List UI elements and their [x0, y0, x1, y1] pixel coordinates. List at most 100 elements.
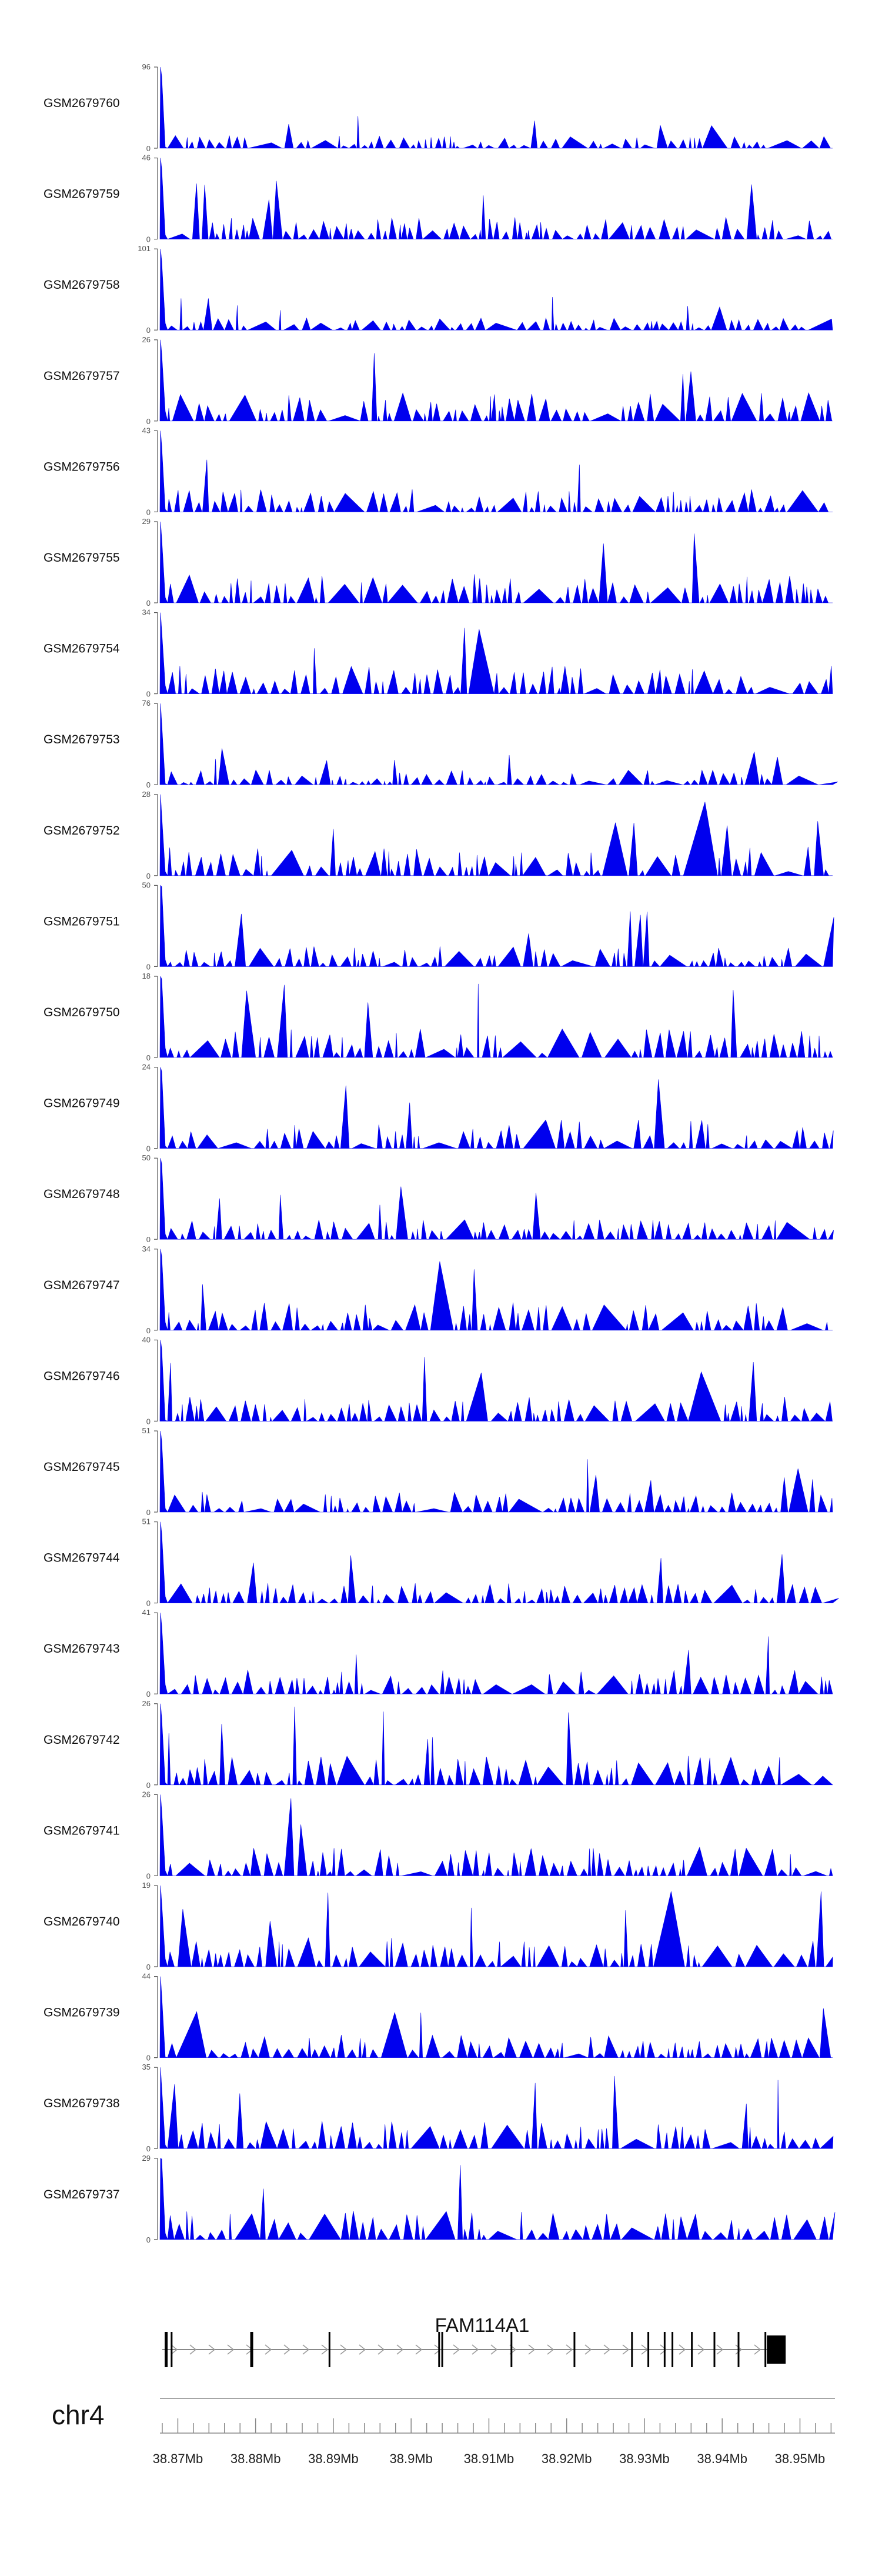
track-GSM2679737: GSM2679737 29 0 [44, 2154, 836, 2244]
track-GSM2679753: GSM2679753 76 0 [44, 699, 838, 789]
coverage-area [159, 1976, 833, 2058]
strand-arrow [189, 2344, 197, 2355]
track-ymin-label: 0 [146, 1963, 151, 1971]
gene-name-label: FAM114A1 [435, 2314, 530, 2336]
strand-arrow [490, 2344, 498, 2355]
track-ymin-label: 0 [146, 1326, 151, 1335]
track-ymax-label: 29 [142, 517, 151, 526]
track-label: GSM2679738 [44, 2097, 120, 2110]
coverage-area [159, 885, 834, 967]
track-ymin-label: 0 [146, 962, 151, 971]
exon [671, 2332, 674, 2367]
track-ymin-label: 0 [146, 144, 151, 153]
track-GSM2679754: GSM2679754 34 0 [44, 608, 833, 699]
track-label: GSM2679750 [44, 1006, 120, 1019]
track-ymax-label: 40 [142, 1335, 151, 1344]
axis-tick-label: 38.9Mb [389, 2451, 432, 2466]
strand-arrow [340, 2344, 348, 2355]
track-ymin-label: 0 [146, 1508, 151, 1517]
track-ymax-label: 26 [142, 335, 151, 344]
track-ymin-label: 0 [146, 599, 151, 608]
track-label: GSM2679760 [44, 96, 120, 110]
track-ymax-label: 24 [142, 1063, 151, 1072]
axis-tick-label: 38.89Mb [308, 2451, 359, 2466]
exon [737, 2332, 740, 2367]
coverage-area [159, 521, 833, 604]
track-label: GSM2679747 [44, 1279, 120, 1292]
track-label: GSM2679737 [44, 2188, 120, 2201]
track-label: GSM2679743 [44, 1642, 120, 1656]
track-GSM2679743: GSM2679743 41 0 [44, 1608, 833, 1699]
track-GSM2679744: GSM2679744 51 0 [44, 1517, 839, 1608]
track-ymax-label: 50 [142, 880, 151, 889]
track-ymin-label: 0 [146, 1235, 151, 1244]
track-label: GSM2679757 [44, 369, 120, 383]
track-ymin-label: 0 [146, 872, 151, 880]
track-GSM2679760: GSM2679760 96 0 [44, 62, 833, 153]
track-ymax-label: 41 [142, 1608, 151, 1617]
track-label: GSM2679742 [44, 1733, 120, 1747]
strand-arrow [603, 2344, 611, 2355]
exon [250, 2332, 253, 2367]
strand-arrow [415, 2344, 423, 2355]
track-ymax-label: 29 [142, 2154, 151, 2163]
strand-arrow [171, 2344, 178, 2355]
track-GSM2679757: GSM2679757 26 0 [44, 335, 833, 426]
strand-arrow [472, 2344, 479, 2355]
track-GSM2679749: GSM2679749 24 0 [44, 1063, 834, 1153]
strand-arrow [227, 2344, 235, 2355]
exon [573, 2332, 576, 2367]
axis-tick-label: 38.87Mb [153, 2451, 203, 2466]
axis-tick-label: 38.91Mb [464, 2451, 514, 2466]
strand-arrow [716, 2344, 724, 2355]
strand-arrow [754, 2344, 761, 2355]
track-label: GSM2679754 [44, 642, 120, 656]
coverage-area [159, 1340, 833, 1422]
gene-model: FAM114A1 [162, 2314, 786, 2367]
track-ymin-label: 0 [146, 2054, 151, 2063]
chromosome-label: chr4 [52, 2400, 104, 2430]
exon [713, 2332, 716, 2367]
strand-arrow [359, 2344, 366, 2355]
coverage-area [159, 794, 833, 876]
coverage-area [159, 431, 833, 513]
track-ymin-label: 0 [146, 1690, 151, 1699]
exon [647, 2332, 650, 2367]
coverage-area [159, 1521, 839, 1604]
track-GSM2679739: GSM2679739 44 0 [44, 1972, 833, 2063]
track-ymin-label: 0 [146, 2144, 151, 2153]
track-ymax-label: 46 [142, 154, 151, 162]
track-GSM2679745: GSM2679745 51 0 [44, 1426, 833, 1517]
track-ymax-label: 34 [142, 608, 151, 617]
coverage-area [159, 1067, 834, 1149]
track-label: GSM2679751 [44, 915, 120, 928]
track-ymax-label: 35 [142, 2063, 151, 2071]
strand-arrow [679, 2344, 686, 2355]
strand-arrow [377, 2344, 385, 2355]
track-ymax-label: 44 [142, 1972, 151, 1981]
genome-axis: chr4 38.87Mb 38.88Mb 38.89Mb 38.9Mb 38.91Mb 3… [52, 2398, 835, 2466]
strand-arrow [660, 2344, 667, 2355]
track-ymax-label: 34 [142, 1244, 151, 1253]
track-GSM2679752: GSM2679752 28 0 [44, 790, 833, 880]
track-GSM2679741: GSM2679741 26 0 [44, 1790, 833, 1880]
track-GSM2679750: GSM2679750 18 0 [44, 972, 833, 1062]
track-label: GSM2679739 [44, 2006, 120, 2020]
track-GSM2679758: GSM2679758 101 0 [44, 244, 833, 335]
track-GSM2679747: GSM2679747 34 0 [44, 1244, 833, 1335]
strand-arrow [641, 2344, 649, 2355]
strand-arrow [735, 2344, 743, 2355]
exon [764, 2332, 767, 2367]
track-ymin-label: 0 [146, 1144, 151, 1153]
track-label: GSM2679758 [44, 278, 120, 292]
axis-tick-label: 38.93Mb [619, 2451, 670, 2466]
track-GSM2679746: GSM2679746 40 0 [44, 1335, 833, 1426]
track-ymin-label: 0 [146, 508, 151, 516]
exon [663, 2332, 666, 2367]
coverage-area [159, 1703, 833, 1786]
track-GSM2679756: GSM2679756 43 0 [44, 426, 833, 516]
coverage-area [159, 66, 833, 149]
exon [171, 2332, 173, 2367]
coverage-area [159, 1885, 833, 1967]
utr-block [767, 2335, 786, 2364]
